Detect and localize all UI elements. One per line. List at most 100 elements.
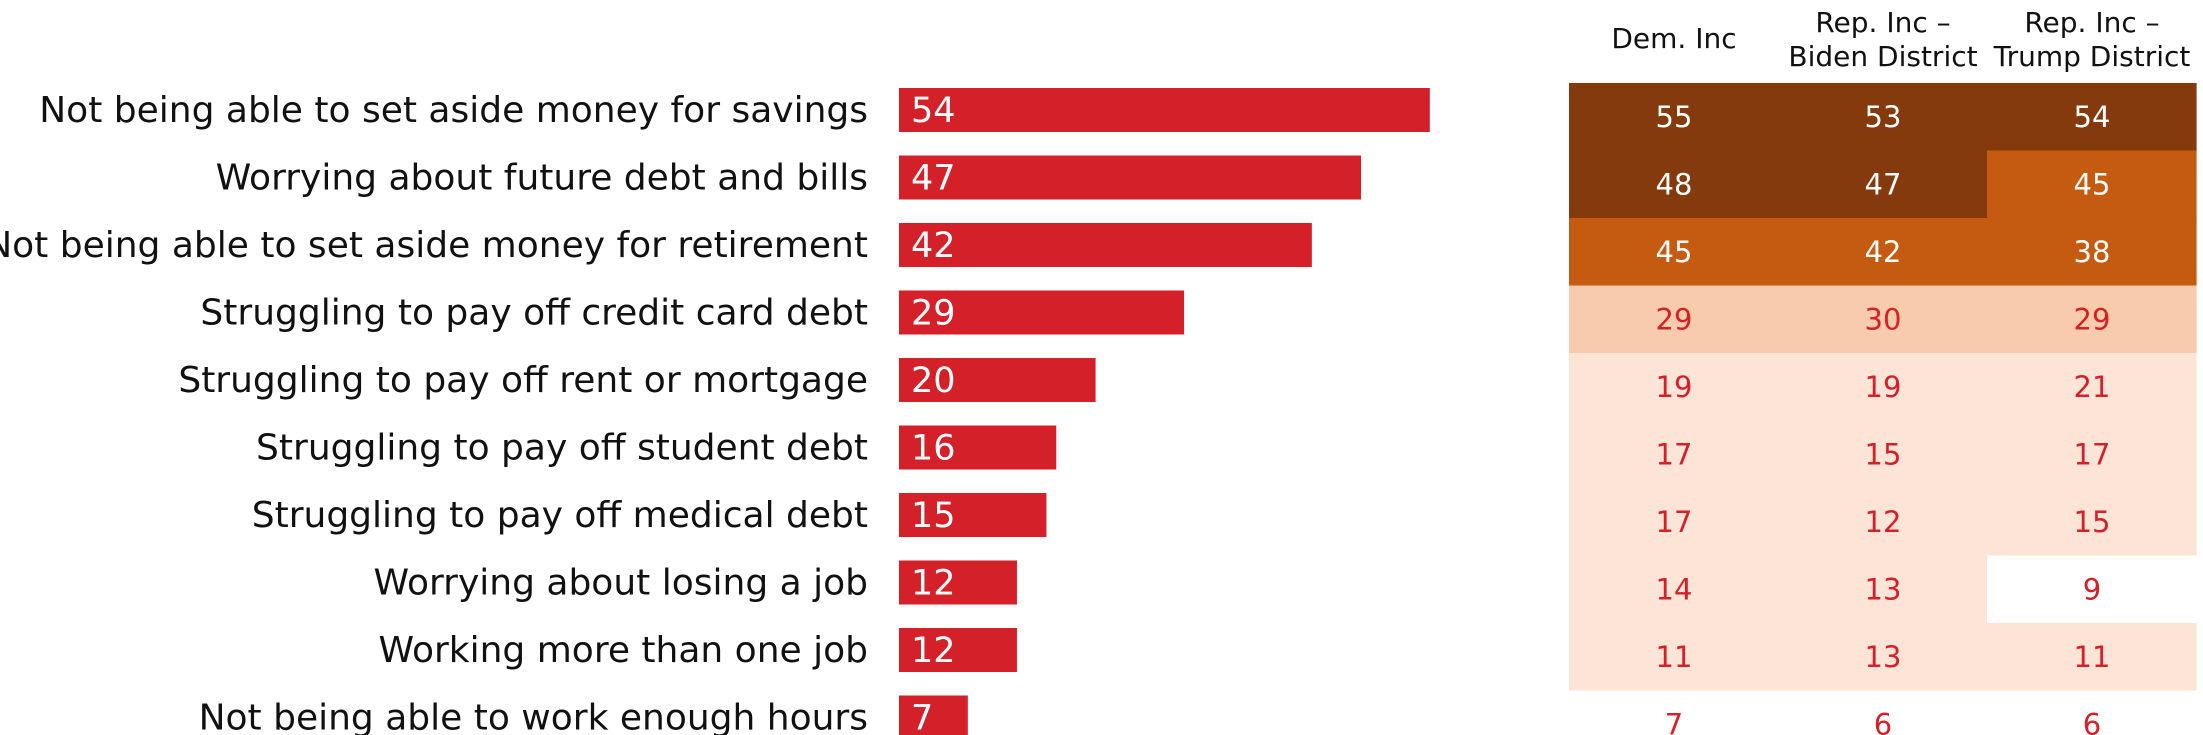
heatmap-cell [1778,218,1988,287]
bar [899,155,1362,200]
bar-row: Struggling to pay off rent or mortgage 20 [178,358,1096,402]
heatmap-cell-value: 38 [2074,235,2111,269]
heatmap-cell-value: 12 [1865,505,1902,539]
bar [899,290,1185,335]
heatmap-cell-value: 17 [1656,505,1693,539]
heatmap-cell-value: 45 [1656,235,1693,269]
heatmap-cell [1987,83,2197,152]
heatmap-cell [1778,285,1988,354]
heatmap-cell-value: 21 [2074,370,2111,404]
heatmap-cell [1778,83,1988,152]
heatmap-cell-value: 13 [1865,572,1902,606]
heatmap-cell-value: 9 [2083,572,2101,606]
heatmap-cell [1778,150,1988,219]
heatmap-cell [1987,150,2197,219]
heatmap-cell [1987,488,2197,557]
bar-row: Worrying about losing a job 12 [374,560,1017,605]
heatmap-cell [1569,420,1779,489]
heatmap-row: 48 47 45 [1569,150,2197,219]
category-label: Struggling to pay off medical debt [252,495,868,536]
heatmap-cell-value: 17 [1656,437,1693,471]
bar-value-label: 42 [911,226,956,266]
heatmap-cell [1569,690,1779,735]
category-label: Struggling to pay off student debt [256,428,868,469]
heatmap-cell-value: 15 [1865,437,1902,471]
heatmap-cell-value: 19 [1865,370,1902,404]
heatmap-row: 17 12 15 [1569,488,2197,557]
bar-value-label: 7 [911,699,933,735]
bar [899,88,1430,132]
column-header-line: Trump District [1993,40,2191,73]
bar [899,358,1096,402]
heatmap-cell-value: 13 [1865,640,1902,674]
heatmap-cell [1778,623,1988,692]
bar-value-label: 54 [911,91,956,131]
heatmap-row: 17 15 17 [1569,420,2197,489]
heatmap-cell-value: 29 [2074,302,2111,336]
heatmap-row: 55 53 54 [1569,83,2197,152]
heatmap-cell [1778,555,1988,624]
heatmap-cell-value: 6 [2083,707,2101,735]
bar [899,493,1047,537]
bar-value-label: 12 [911,564,956,604]
heatmap-cell-value: 53 [1865,100,1902,134]
bar-row: Working more than one job 12 [378,628,1017,672]
heatmap-cell-value: 15 [2074,505,2111,539]
heatmap-cell [1569,150,1779,219]
column-header: Dem. Inc [1611,22,1736,55]
heatmap-cell-value: 55 [1656,100,1693,134]
bar [899,223,1312,267]
heatmap-cell-value: 19 [1656,370,1693,404]
bar [899,425,1057,470]
bar-row: Not being able to set aside money for sa… [39,88,1430,132]
heatmap-cell [1569,488,1779,557]
heatmap-cell-value: 42 [1865,235,1902,269]
heatmap-cell-value: 14 [1656,572,1693,606]
heatmap-cell [1987,690,2197,735]
category-label: Struggling to pay off credit card debt [200,293,868,334]
heatmap-cell [1569,218,1779,287]
category-label: Not being able to work enough hours [199,698,868,735]
heatmap-cell-value: 17 [2074,437,2111,471]
bar-row: Struggling to pay off student debt 16 [256,425,1057,470]
bar-value-label: 47 [911,159,956,199]
heatmap-cell [1778,690,1988,735]
column-header: Rep. Inc –Biden District [1788,6,1977,73]
category-label: Working more than one job [378,630,868,671]
heatmap-cell-value: 48 [1656,167,1693,201]
bar-value-label: 16 [911,429,956,469]
bar-chart: Not being able to set aside money for sa… [0,88,1430,735]
column-header-line: Biden District [1788,40,1977,73]
column-header-line: Rep. Inc – [1815,6,1950,39]
bar [899,695,968,735]
category-label: Worrying about future debt and bills [216,158,868,199]
heatmap-cell-value: 11 [2074,640,2111,674]
bar-row: Struggling to pay off credit card debt 29 [200,290,1185,335]
heatmap-cell [1778,353,1988,422]
heatmap-row: 14 13 9 [1569,555,2197,624]
heatmap-cell [1987,218,2197,287]
heatmap-cell [1569,83,1779,152]
heatmap-cell-value: 47 [1865,167,1902,201]
heatmap-cell [1987,285,2197,354]
column-header-line: Rep. Inc – [2024,6,2159,39]
bar-value-label: 15 [911,496,956,536]
bar-value-label: 12 [911,631,956,671]
column-header: Rep. Inc –Trump District [1993,6,2191,73]
heatmap-cell [1778,488,1988,557]
heatmap-cell-value: 54 [2074,100,2111,134]
heatmap-row: 29 30 29 [1569,285,2197,354]
category-label: Not being able to set aside money for re… [0,225,868,266]
heatmap-cell [1778,420,1988,489]
heatmap-cell [1569,555,1779,624]
heatmap-cell [1987,353,2197,422]
heatmap-row: 19 19 21 [1569,353,2197,422]
heatmap-cell [1569,285,1779,354]
heatmap-cell [1569,353,1779,422]
bar [899,628,1017,672]
bar [899,560,1017,605]
bar-row: Worrying about future debt and bills 47 [216,155,1362,200]
heatmap-cell [1987,623,2197,692]
